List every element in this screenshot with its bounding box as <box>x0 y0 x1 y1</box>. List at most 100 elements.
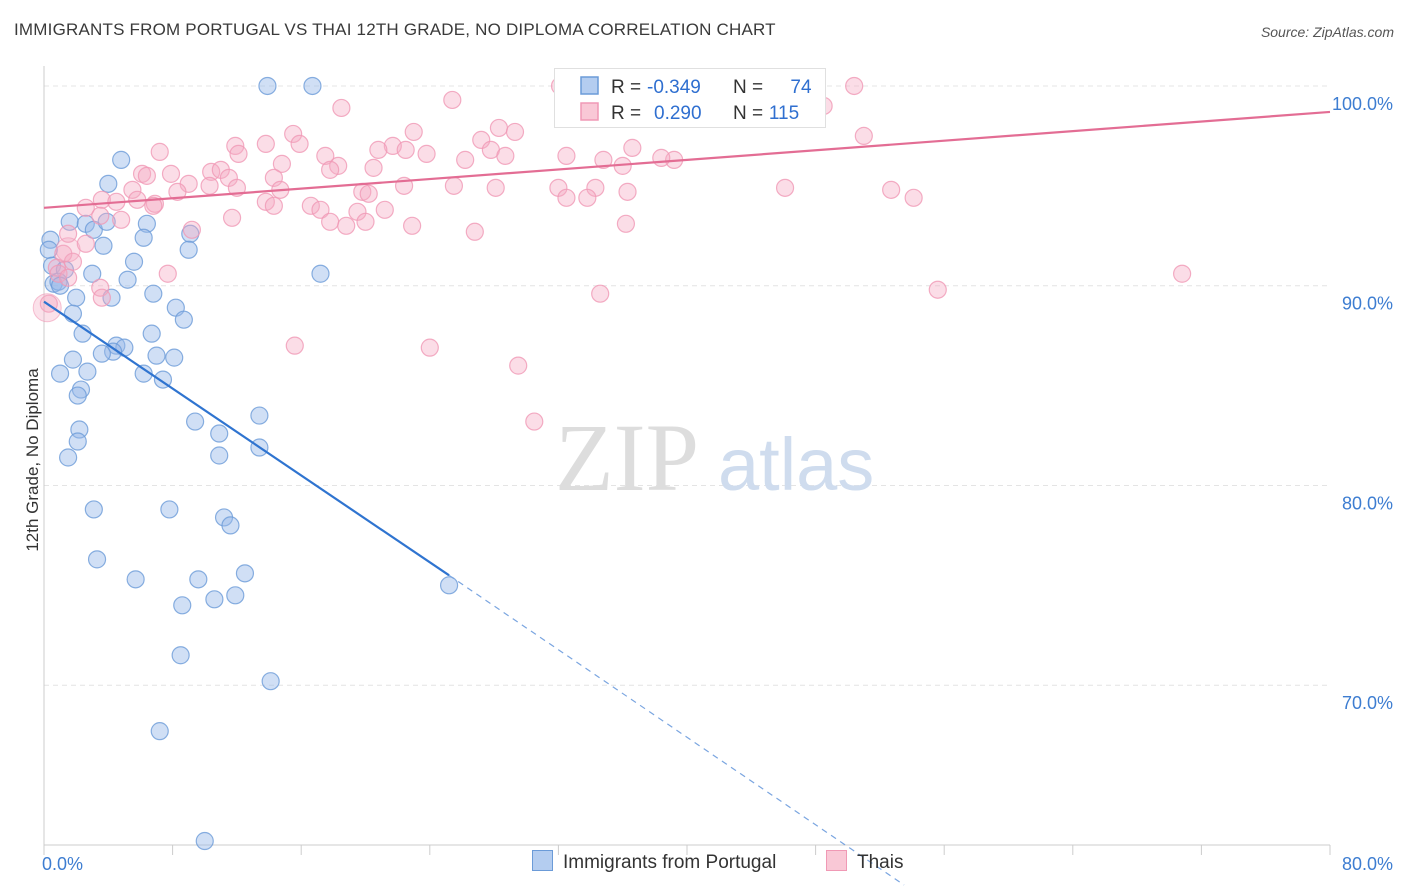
trend-lines <box>43 110 1331 886</box>
thais-point <box>364 158 383 177</box>
thais-point <box>150 142 169 161</box>
thais-point <box>356 212 375 231</box>
thais-point <box>284 124 303 144</box>
thais-point <box>486 178 505 197</box>
thais-point <box>403 216 422 235</box>
portugal-point <box>311 264 330 283</box>
portugal-point <box>186 412 205 431</box>
thais-point <box>137 166 156 185</box>
legend-r-label-1: R = <box>611 77 641 98</box>
thais-point <box>168 182 187 201</box>
legend-swatch-portugal <box>580 76 599 95</box>
thais-point <box>49 264 68 283</box>
portugal-point <box>165 348 184 367</box>
portugal-point <box>126 570 145 589</box>
portugal-point <box>250 406 269 425</box>
portugal-point <box>63 304 83 323</box>
thais-point <box>285 336 304 355</box>
legend-n-value-2: 115 <box>769 103 799 124</box>
thais-point <box>161 164 181 183</box>
thais-point <box>882 180 901 199</box>
portugal-point <box>68 386 87 405</box>
thais-point <box>311 200 330 219</box>
thais-point <box>200 176 219 195</box>
thais-point <box>472 130 491 150</box>
axes <box>43 66 1331 855</box>
thais-point <box>557 146 576 165</box>
portugal-point <box>137 214 156 233</box>
portugal-point <box>104 342 123 361</box>
legend-n-label-2: N = <box>733 103 763 124</box>
thais-point <box>256 134 275 153</box>
portugal-point <box>134 228 153 247</box>
chart-title: IMMIGRANTS FROM PORTUGAL VS THAI 12TH GR… <box>14 20 776 39</box>
legend-r-value-2: 0.290 <box>654 103 702 124</box>
portugal-point <box>87 550 107 569</box>
thais-point <box>420 338 439 357</box>
portugal-point <box>179 240 198 259</box>
thais-point <box>928 280 947 299</box>
portugal-point <box>160 500 179 519</box>
legend-label-thais: Thais <box>857 852 904 873</box>
thais-point <box>222 208 242 227</box>
thais-point <box>76 234 95 253</box>
legend-swatch-thais <box>580 102 599 121</box>
thais-point <box>337 216 356 235</box>
thais-point <box>404 122 423 142</box>
portugal-point <box>205 590 224 609</box>
portugal-point <box>261 672 280 691</box>
portugal-point <box>195 831 214 851</box>
portugal-point <box>147 346 166 365</box>
legend-r-label-2: R = <box>611 103 641 124</box>
thais-point <box>443 90 462 110</box>
thais-point <box>264 196 283 215</box>
thais-point <box>456 150 475 169</box>
portugal-point <box>83 264 102 283</box>
portugal-point <box>118 270 137 289</box>
thais-point <box>375 200 394 219</box>
thais-point <box>32 293 62 323</box>
thais-point <box>123 180 142 199</box>
thais-point <box>465 222 484 241</box>
thais-point <box>489 118 509 138</box>
watermark-zip: ZIP <box>555 404 699 511</box>
thais-point <box>505 122 525 142</box>
thais-point <box>359 184 378 203</box>
portugal-point <box>221 516 240 535</box>
watermark: ZIP atlas <box>555 404 874 511</box>
thais-point <box>92 288 111 307</box>
portugal-point <box>174 310 193 329</box>
thais-point <box>112 210 131 229</box>
legend-swatch-portugal-bottom <box>532 850 553 871</box>
y-tick-label: 100.0% <box>1332 94 1393 114</box>
thais-point <box>301 196 320 215</box>
portugal-point <box>84 500 103 519</box>
thais-point <box>144 196 163 215</box>
thais-point <box>55 237 81 263</box>
legend-swatch-thais-bottom <box>826 850 847 871</box>
legend-label-portugal: Immigrants from Portugal <box>563 852 777 873</box>
thais-point <box>369 140 388 159</box>
portugal-point <box>439 576 459 595</box>
thais-point <box>557 188 576 207</box>
legend-item-portugal[interactable]: Immigrants from Portugal <box>532 850 776 874</box>
legend-svg: R = -0.349 N = 74 R = 0.290 N = 115 <box>580 76 812 124</box>
thais-point <box>509 356 528 375</box>
legend-item-thais[interactable]: Thais <box>826 850 903 874</box>
thais-point <box>272 154 292 173</box>
thais-points <box>32 76 1192 431</box>
portugal-point <box>59 448 78 467</box>
thais-point <box>290 134 309 153</box>
y-tick-label: 80.0% <box>1342 493 1393 513</box>
thais-point <box>1173 264 1192 283</box>
thais-point <box>229 144 248 163</box>
y-axis-label: 12th Grade, No Diploma <box>23 368 42 552</box>
watermark-atlas: atlas <box>718 423 874 506</box>
thais-point <box>845 76 864 96</box>
portugal-point <box>150 722 169 741</box>
portugal-point <box>67 288 86 307</box>
portugal-point <box>171 646 190 665</box>
portugal-point <box>92 344 111 363</box>
legend-n-label-1: N = <box>733 77 763 98</box>
